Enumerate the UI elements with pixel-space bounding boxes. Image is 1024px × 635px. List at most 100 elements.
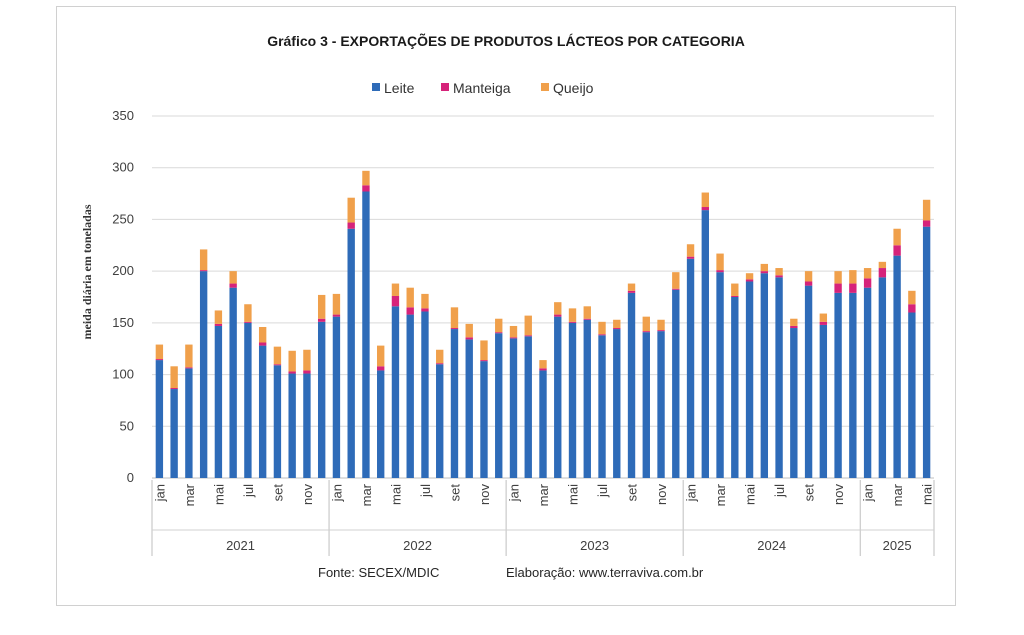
bar-leite-29 <box>583 319 591 478</box>
bar-queijo-13 <box>347 197 355 223</box>
bar-queijo-50 <box>893 228 901 246</box>
bar-manteiga-46 <box>834 283 842 293</box>
bar-leite-39 <box>731 297 739 478</box>
bar-queijo-16 <box>391 283 400 296</box>
bar-manteiga-7 <box>258 342 267 346</box>
year-label: 2025 <box>883 538 912 553</box>
x-tick-label: jan <box>506 484 521 502</box>
bar-manteiga-19 <box>436 363 444 365</box>
bar-leite-15 <box>377 370 385 478</box>
y-tick-label: 350 <box>112 108 134 123</box>
legend-label-manteiga: Manteiga <box>453 80 511 96</box>
bar-manteiga-39 <box>731 295 739 297</box>
bar-queijo-26 <box>539 360 547 369</box>
bar-queijo-45 <box>819 313 828 322</box>
bar-leite-40 <box>745 281 754 478</box>
bar-queijo-51 <box>908 290 916 305</box>
bar-queijo-44 <box>804 271 813 282</box>
x-tick-label: jan <box>152 484 167 502</box>
bar-queijo-42 <box>775 268 783 276</box>
y-tick-label: 50 <box>120 418 134 433</box>
year-label: 2021 <box>226 538 255 553</box>
x-tick-label: nov <box>654 484 669 505</box>
bar-manteiga-21 <box>465 337 473 340</box>
legend-swatch-leite <box>372 83 380 91</box>
x-tick-label: jan <box>329 484 344 502</box>
x-tick-label: mar <box>359 483 374 506</box>
bar-leite-47 <box>849 292 857 478</box>
bar-leite-13 <box>347 228 355 478</box>
y-tick-label: 300 <box>112 160 134 175</box>
bar-queijo-23 <box>495 318 503 333</box>
bar-manteiga-31 <box>613 328 621 330</box>
bar-manteiga-25 <box>524 335 532 337</box>
bar-queijo-37 <box>701 192 709 208</box>
y-axis-ticks: 0 50 100 150 200 250 300 350 <box>112 108 134 485</box>
bar-manteiga-18 <box>421 308 429 312</box>
bar-queijo-15 <box>377 345 385 367</box>
bar-manteiga-8 <box>273 364 282 366</box>
x-tick-label: set <box>447 484 462 502</box>
bar-leite-51 <box>908 312 916 478</box>
bar-manteiga-37 <box>701 207 709 211</box>
bar-queijo-5 <box>229 271 237 284</box>
bar-leite-23 <box>495 333 503 478</box>
bar-manteiga-48 <box>863 278 872 288</box>
bar-leite-21 <box>465 339 473 478</box>
credit-note: Elaboração: www.terraviva.com.br <box>506 565 704 580</box>
bar-leite-31 <box>613 329 621 478</box>
bar-leite-17 <box>406 314 414 478</box>
x-tick-label: mai <box>743 484 758 505</box>
bar-leite-36 <box>686 258 695 478</box>
bar-leite-18 <box>421 311 429 478</box>
legend-swatch-queijo <box>541 83 549 91</box>
bar-leite-37 <box>701 210 709 478</box>
bar-manteiga-26 <box>539 368 547 371</box>
y-tick-label: 250 <box>112 211 134 226</box>
bar-manteiga-22 <box>480 360 488 362</box>
bar-queijo-29 <box>583 306 591 319</box>
bar-queijo-20 <box>450 307 459 329</box>
bar-queijo-18 <box>421 293 429 309</box>
bar-manteiga-49 <box>878 268 887 278</box>
bar-manteiga-44 <box>804 281 813 286</box>
bar-leite-48 <box>863 287 872 478</box>
bar-leite-24 <box>509 338 518 478</box>
bar-manteiga-20 <box>450 328 459 330</box>
bar-manteiga-24 <box>509 337 518 339</box>
bar-queijo-49 <box>878 261 887 269</box>
x-tick-label: set <box>270 484 285 502</box>
bar-manteiga-50 <box>893 245 901 256</box>
legend-swatch-manteiga <box>441 83 449 91</box>
x-tick-label: mar <box>890 483 905 506</box>
bar-manteiga-27 <box>554 314 562 317</box>
bar-queijo-3 <box>199 249 208 271</box>
bar-leite-42 <box>775 277 783 478</box>
bar-manteiga-51 <box>908 304 916 313</box>
bar-manteiga-41 <box>760 271 769 274</box>
x-tick-label: jul <box>418 484 433 498</box>
bar-leite-5 <box>229 287 237 478</box>
bar-leite-10 <box>303 373 311 478</box>
bar-manteiga-15 <box>377 366 385 371</box>
bar-leite-22 <box>480 361 488 478</box>
bar-queijo-1 <box>170 366 178 389</box>
bar-leite-6 <box>244 322 252 478</box>
x-tick-label: mai <box>566 484 581 505</box>
bar-leite-41 <box>760 273 769 478</box>
bar-queijo-8 <box>273 346 282 365</box>
gridlines <box>152 115 934 479</box>
bar-leite-3 <box>199 271 208 478</box>
bar-manteiga-32 <box>627 290 636 293</box>
bar-manteiga-40 <box>745 279 754 282</box>
bar-queijo-14 <box>362 170 370 186</box>
bar-queijo-32 <box>627 283 636 291</box>
bar-manteiga-29 <box>583 318 591 320</box>
bar-manteiga-13 <box>347 222 355 229</box>
bar-leite-46 <box>834 292 842 478</box>
bar-manteiga-42 <box>775 275 783 278</box>
x-tick-label: set <box>802 484 817 502</box>
y-tick-label: 100 <box>112 367 134 382</box>
bar-queijo-6 <box>244 304 252 322</box>
legend-item-manteiga: Manteiga <box>441 80 511 96</box>
